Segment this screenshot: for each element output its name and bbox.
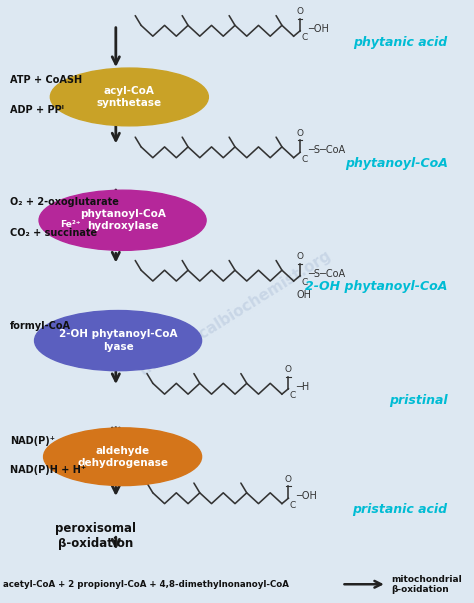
Text: formyl-CoA: formyl-CoA [10, 321, 71, 330]
Text: ─H: ─H [297, 382, 310, 392]
Text: ─OH: ─OH [308, 24, 329, 34]
Text: acetyl-CoA + 2 propionyl-CoA + 4,8-dimethylnonanoyl-CoA: acetyl-CoA + 2 propionyl-CoA + 4,8-dimet… [3, 579, 289, 589]
Text: aldehyde
dehydrogenase: aldehyde dehydrogenase [77, 446, 168, 468]
Ellipse shape [44, 428, 201, 485]
Text: mitochondrial
β-oxidation: mitochondrial β-oxidation [391, 575, 462, 594]
Ellipse shape [50, 68, 209, 126]
Ellipse shape [35, 311, 201, 371]
Text: themedicalbiochemist.org: themedicalbiochemist.org [137, 248, 334, 379]
Text: O: O [297, 129, 304, 138]
Text: ATP + CoASH: ATP + CoASH [10, 75, 82, 85]
Text: phytanoyl-CoA: phytanoyl-CoA [345, 157, 447, 169]
Text: ─OH: ─OH [297, 491, 318, 502]
Text: C: C [301, 278, 308, 287]
Text: Fe²⁺: Fe²⁺ [60, 220, 81, 229]
Text: O: O [297, 252, 304, 261]
Text: O: O [297, 7, 304, 16]
Text: C: C [301, 33, 308, 42]
Text: pristinal: pristinal [389, 394, 447, 407]
Text: ─S─CoA: ─S─CoA [308, 269, 346, 279]
Text: C: C [301, 155, 308, 163]
Ellipse shape [39, 190, 206, 250]
Text: pristanic acid: pristanic acid [353, 502, 447, 516]
Text: 2-OH phytanoyl-CoA: 2-OH phytanoyl-CoA [305, 280, 447, 293]
Text: acyl-CoA
synthetase: acyl-CoA synthetase [97, 86, 162, 108]
Text: C: C [290, 500, 296, 510]
Text: ADP + PPᴵ: ADP + PPᴵ [10, 105, 64, 115]
Text: NAD(P)⁺: NAD(P)⁺ [10, 436, 55, 446]
Text: OH: OH [296, 290, 311, 300]
Text: NAD(P)H + H⁺: NAD(P)H + H⁺ [10, 465, 86, 475]
Text: 2-OH phytanoyl-CoA
lyase: 2-OH phytanoyl-CoA lyase [59, 329, 177, 352]
Text: phytanoyl-CoA
hydroxylase: phytanoyl-CoA hydroxylase [80, 209, 165, 232]
Text: peroxisomal
β-oxidation: peroxisomal β-oxidation [55, 522, 136, 550]
Text: O: O [285, 365, 292, 374]
Text: ─S─CoA: ─S─CoA [308, 145, 346, 156]
Text: phytanic acid: phytanic acid [354, 36, 447, 49]
Text: O₂ + 2-oxoglutarate: O₂ + 2-oxoglutarate [10, 197, 118, 207]
Text: O: O [285, 475, 292, 484]
Text: CO₂ + succinate: CO₂ + succinate [10, 228, 97, 238]
Text: C: C [290, 391, 296, 400]
